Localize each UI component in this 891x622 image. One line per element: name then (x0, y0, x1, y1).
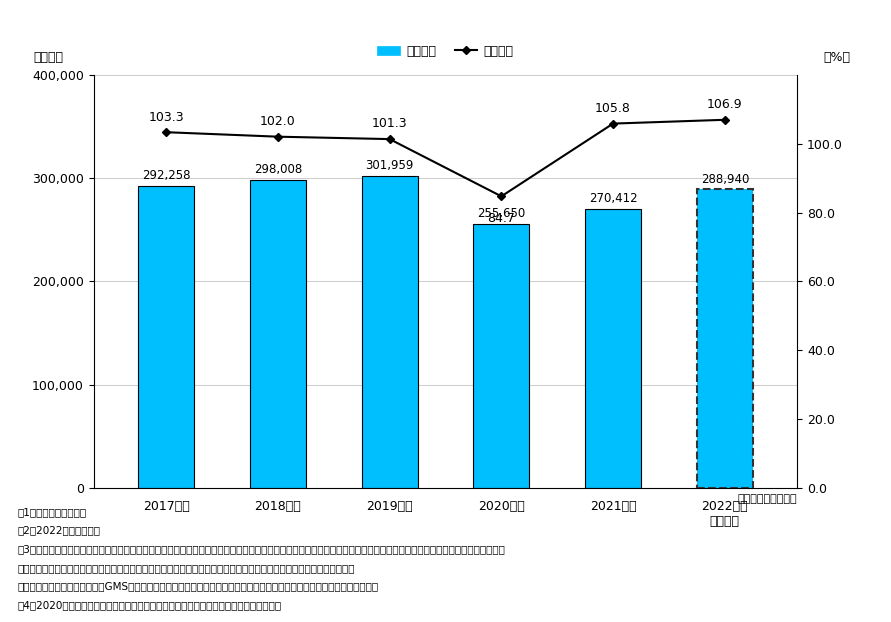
Text: 注3．ファストフード店やカフェ、ファミレス、すし、中華・ラーメン、うどん・そば、焼肉、居酒屋、ディナーレストラン、料亭等の飲食店を対象に市場規模を算出した。: 注3．ファストフード店やカフェ、ファミレス、すし、中華・ラーメン、うどん・そば、… (18, 544, 506, 554)
Text: また、百貨店やスーパーのインストアでの販売分を含めて、持ち帰り弁当や惣菜専門店等の中食（惣菜）を含む。: また、百貨店やスーパーのインストアでの販売分を含めて、持ち帰り弁当や惣菜専門店等… (18, 563, 356, 573)
Text: 298,008: 298,008 (254, 164, 302, 177)
Text: 102.0: 102.0 (260, 115, 296, 128)
Bar (697, 190, 753, 488)
Text: 301,959: 301,959 (365, 159, 413, 172)
Text: 84.7: 84.7 (487, 212, 515, 225)
Bar (697, 190, 753, 488)
Bar (473, 224, 529, 488)
Text: 矢野経済研究所調べ: 矢野経済研究所調べ (738, 494, 797, 504)
Text: ただし、食品スーパーやGMS、コンビニエンスストア等の店頭でセルフ販売している弁当や惣菜は対象外としている。: ただし、食品スーパーやGMS、コンビニエンスストア等の店頭でセルフ販売している弁… (18, 582, 379, 592)
Text: （%）: （%） (823, 51, 850, 64)
Text: 292,258: 292,258 (142, 169, 191, 182)
Text: 255,650: 255,650 (478, 207, 526, 220)
Text: 103.3: 103.3 (149, 111, 184, 124)
Text: 106.9: 106.9 (707, 98, 742, 111)
Legend: 市場規模, 前年度比: 市場規模, 前年度比 (372, 40, 519, 63)
Text: 105.8: 105.8 (595, 102, 631, 115)
Text: 注4．2020年度の市場規模は過去に遡って再算出したため、過去公表値とは一部異なる。: 注4．2020年度の市場規模は過去に遡って再算出したため、過去公表値とは一部異な… (18, 600, 282, 610)
Bar (138, 186, 194, 488)
Text: 270,412: 270,412 (589, 192, 637, 205)
Text: 288,940: 288,940 (700, 173, 749, 186)
Text: （億円）: （億円） (34, 51, 64, 64)
Text: 101.3: 101.3 (372, 118, 407, 131)
Bar (362, 176, 418, 488)
Bar (585, 208, 641, 488)
Text: 注1．末端売上高ベース: 注1．末端売上高ベース (18, 507, 87, 517)
Bar (250, 180, 306, 488)
Text: 注2．2022年度は予測値: 注2．2022年度は予測値 (18, 526, 101, 536)
